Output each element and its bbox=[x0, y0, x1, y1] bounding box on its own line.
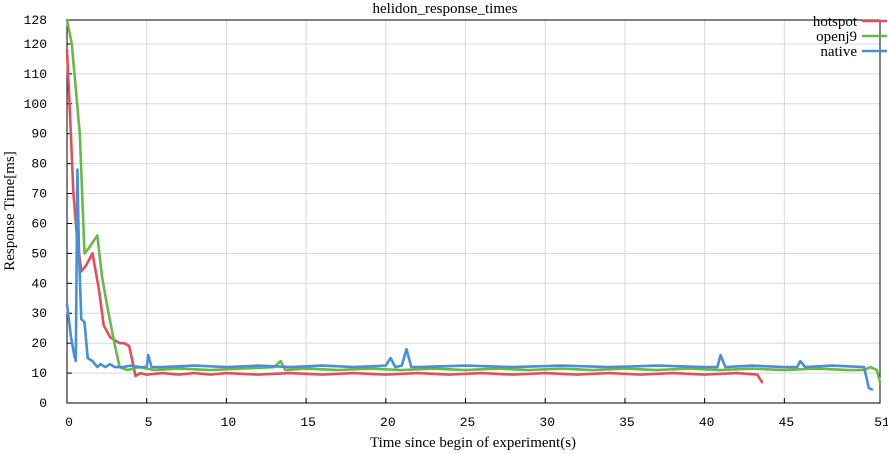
x-tick-label: 30 bbox=[539, 415, 555, 430]
x-tick-label: 25 bbox=[460, 415, 476, 430]
x-tick-label: 10 bbox=[221, 415, 237, 430]
chart-title: helidon_response_times bbox=[373, 1, 518, 17]
plot-frame bbox=[66, 19, 881, 404]
series-lines bbox=[65, 18, 882, 391]
legend-label-hotspot: hotspot bbox=[813, 14, 858, 30]
x-tick-label: 51 bbox=[874, 415, 888, 430]
y-tick-label: 120 bbox=[24, 37, 47, 52]
y-tick-label: 40 bbox=[31, 276, 47, 291]
x-tick-label: 0 bbox=[65, 415, 73, 430]
y-tick-label: 80 bbox=[31, 157, 47, 172]
grid-lines bbox=[67, 20, 880, 403]
x-tick-label: 5 bbox=[145, 415, 153, 430]
y-tick-label: 0 bbox=[39, 396, 47, 411]
x-tick-label: 20 bbox=[380, 415, 396, 430]
x-tick-label: 40 bbox=[699, 415, 715, 430]
y-tick-label: 20 bbox=[31, 336, 47, 351]
series-line-openj9 bbox=[65, 18, 882, 384]
x-tick-label: 35 bbox=[619, 415, 635, 430]
x-tick-label: 15 bbox=[300, 415, 316, 430]
legend-label-native: native bbox=[820, 44, 857, 60]
x-axis-label: Time since begin of experiment(s) bbox=[370, 435, 576, 451]
x-tick-label: 45 bbox=[779, 415, 795, 430]
y-tick-label: 30 bbox=[31, 306, 47, 321]
y-tick-label: 60 bbox=[31, 216, 47, 231]
y-tick-label: 128 bbox=[24, 13, 47, 28]
y-tick-label: 110 bbox=[24, 67, 47, 82]
y-tick-label: 70 bbox=[31, 187, 47, 202]
legend-label-openj9: openj9 bbox=[816, 29, 857, 45]
y-tick-label: 10 bbox=[31, 366, 47, 381]
series-line-hotspot bbox=[65, 48, 764, 384]
y-tick-label: 100 bbox=[24, 97, 47, 112]
series-line-native bbox=[65, 168, 874, 391]
y-tick-label: 90 bbox=[31, 127, 47, 142]
axis-ticks: 0 10 20 30 40 50 60 70 80 90 100 110 120 128 0 5 10 15 20 2… bbox=[24, 13, 888, 430]
y-tick-label: 50 bbox=[31, 246, 47, 261]
y-axis-label: Response Time[ms] bbox=[2, 151, 18, 271]
